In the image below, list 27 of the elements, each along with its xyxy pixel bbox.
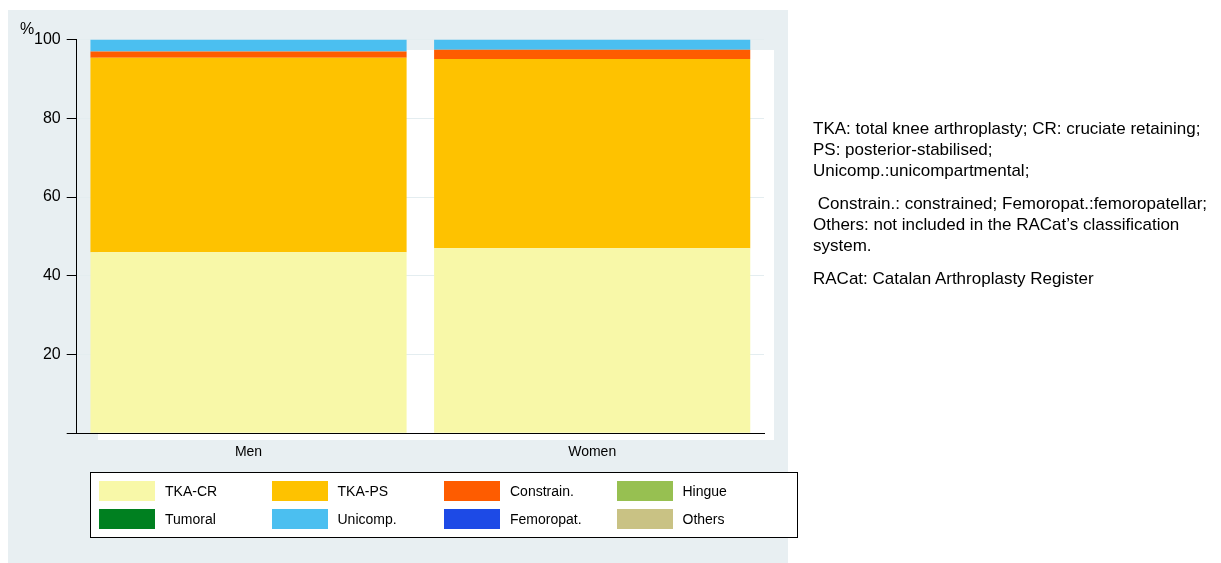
legend-label: Unicomp. <box>337 511 397 527</box>
bar <box>434 248 751 433</box>
legend-label: TKA-CR <box>165 483 218 499</box>
bar <box>90 39 407 52</box>
text: Constrain.: constrained; Femoropat.:femoropatellar; Others: not included in the RACat’s classification system. <box>813 193 1209 256</box>
legend-label: Others <box>682 511 725 527</box>
legend-label: TKA-PS <box>337 483 389 499</box>
y-tick-label: 100 <box>33 30 61 48</box>
y-tick-label: 60 <box>42 187 61 205</box>
x-tick-label: Women <box>568 443 617 460</box>
y-tick-label: 80 <box>42 108 61 126</box>
y-tick-label: 20 <box>42 344 61 362</box>
text: RACat: Catalan Arthroplasty Register <box>813 268 1095 289</box>
legend-label: Femoropat. <box>510 511 582 527</box>
bar <box>90 252 407 433</box>
legend-label: Constrain. <box>510 483 574 499</box>
bar <box>90 51 407 58</box>
x-tick-label: Men <box>234 443 263 460</box>
bar <box>434 49 751 59</box>
text: TKA: total knee arthroplasty; CR: cruciate retaining; PS: posterior-stabilised; Unicomp.:unicompartmental; <box>813 118 1202 181</box>
legend-label: Tumoral <box>165 511 216 527</box>
bar <box>434 58 751 249</box>
legend-label: Hingue <box>682 483 727 499</box>
y-tick-label: 40 <box>42 266 61 284</box>
y-axis-title: % <box>20 20 35 37</box>
bar <box>434 39 751 50</box>
bar <box>90 57 407 253</box>
